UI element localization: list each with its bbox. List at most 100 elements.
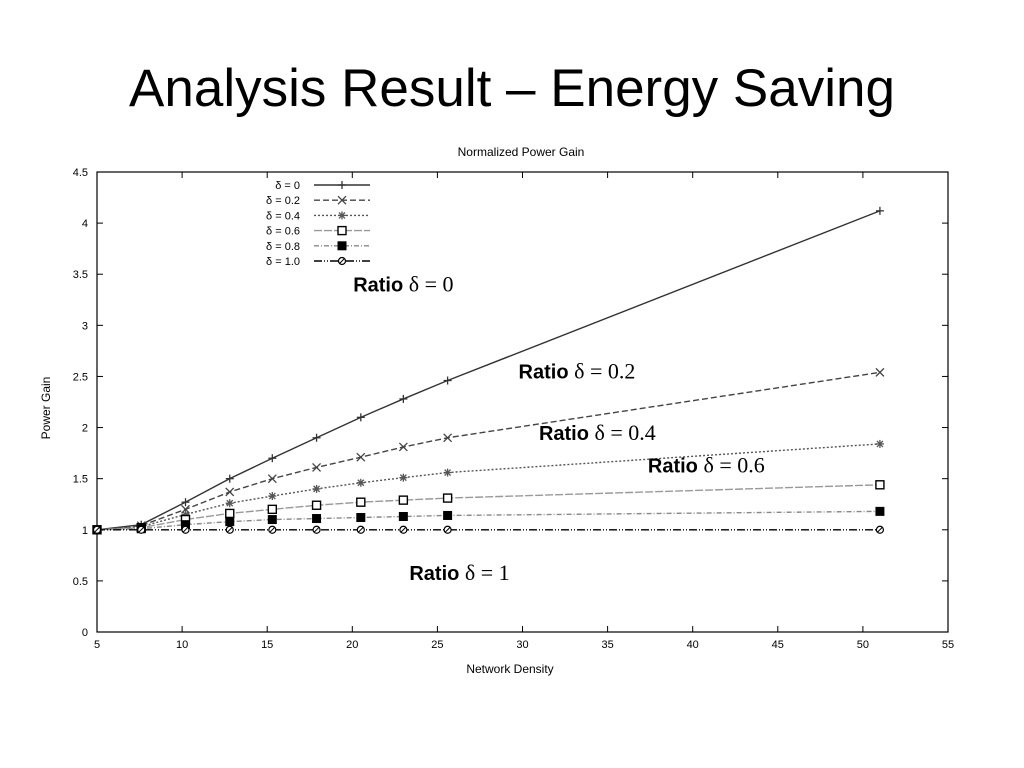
series-line-1 bbox=[96, 371, 881, 531]
legend-marker bbox=[338, 211, 346, 220]
y-tick-label: 4 bbox=[82, 218, 88, 230]
data-point bbox=[443, 525, 452, 534]
y-tick-label: 3.5 bbox=[73, 269, 88, 281]
data-point bbox=[443, 433, 453, 443]
x-tick-label: 50 bbox=[857, 639, 869, 651]
series-group bbox=[92, 206, 885, 535]
plot-frame bbox=[96, 171, 949, 633]
series-line-2 bbox=[96, 443, 880, 531]
legend: δ = 0 δ = 0.2 δ = 0.4 δ = 0.6 δ = 0.8 δ = 1.0 bbox=[266, 180, 370, 268]
data-point bbox=[225, 499, 234, 508]
series-line-3 bbox=[96, 484, 880, 531]
data-point bbox=[399, 525, 408, 534]
legend-marker bbox=[337, 241, 347, 251]
y-tick-label: 3 bbox=[82, 320, 88, 332]
ratio-annotation-label: Ratio bbox=[353, 275, 409, 297]
data-point bbox=[356, 513, 366, 523]
legend-label: δ = 0 bbox=[275, 180, 300, 192]
data-point bbox=[443, 510, 453, 520]
data-point bbox=[225, 525, 234, 534]
slide-title: Analysis Result – Energy Saving bbox=[129, 59, 895, 118]
y-tick-label: 0 bbox=[82, 627, 88, 639]
data-point bbox=[398, 511, 408, 521]
chart-title: Normalized Power Gain bbox=[458, 145, 585, 159]
data-point bbox=[181, 498, 190, 507]
y-tick-label: 1.5 bbox=[73, 474, 88, 486]
data-point bbox=[399, 394, 408, 403]
data-point bbox=[356, 497, 366, 507]
ratio-annotation-label: Ratio bbox=[539, 423, 595, 445]
data-point bbox=[268, 492, 277, 501]
legend-marker bbox=[338, 181, 346, 189]
x-tick-label: 25 bbox=[431, 639, 443, 651]
x-tick-label: 40 bbox=[687, 639, 699, 651]
data-point bbox=[398, 442, 408, 452]
ratio-annotation-math: δ = 0 bbox=[409, 272, 454, 297]
ratio-annotation: Ratio δ = 1 bbox=[409, 560, 509, 585]
series-line-0 bbox=[96, 210, 881, 531]
data-point bbox=[875, 206, 884, 215]
ratio-annotation: Ratio δ = 0.2 bbox=[519, 358, 636, 383]
legend-label: δ = 0.4 bbox=[266, 210, 300, 222]
data-point bbox=[311, 500, 322, 510]
legend-label: δ = 0.6 bbox=[266, 226, 300, 238]
ratio-annotation-math: δ = 0.6 bbox=[703, 453, 764, 478]
x-tick-label: 45 bbox=[772, 639, 784, 651]
ratio-annotation-math: δ = 0.2 bbox=[574, 358, 635, 383]
legend-marker bbox=[337, 256, 347, 266]
y-tick-label: 2.5 bbox=[73, 371, 88, 383]
data-point bbox=[875, 506, 885, 516]
x-tick-label: 55 bbox=[942, 639, 954, 651]
data-point bbox=[398, 495, 409, 505]
legend-marker bbox=[337, 195, 347, 205]
data-point bbox=[267, 474, 277, 484]
data-point bbox=[225, 517, 235, 527]
data-point bbox=[875, 439, 884, 448]
x-axis-label: Network Density bbox=[466, 662, 553, 676]
ratio-annotation: Ratio δ = 0.6 bbox=[648, 453, 765, 478]
ratio-annotation-label: Ratio bbox=[519, 361, 575, 383]
data-point bbox=[225, 508, 235, 519]
data-point bbox=[356, 452, 366, 462]
data-point bbox=[267, 504, 278, 515]
data-point bbox=[312, 525, 321, 534]
y-tick-label: 1 bbox=[82, 525, 88, 537]
x-tick-label: 20 bbox=[346, 639, 358, 651]
y-axis-label: Power Gain bbox=[39, 377, 53, 440]
data-point bbox=[225, 487, 235, 497]
y-tick-label: 0.5 bbox=[73, 576, 88, 588]
y-tick-label: 4.5 bbox=[73, 167, 88, 179]
data-point bbox=[312, 514, 322, 524]
data-point bbox=[399, 473, 408, 482]
legend-label: δ = 0.8 bbox=[266, 241, 300, 253]
ratio-annotation: Ratio δ = 0.4 bbox=[539, 420, 656, 445]
axis-ticks: 5 10 15 20 25 30 35 40 45 50 55 0 0.5 1 1.5 2 2.5 3 3.5 4 4.… bbox=[73, 167, 954, 651]
data-point bbox=[875, 525, 885, 534]
x-tick-label: 35 bbox=[601, 639, 613, 651]
ratio-annotation-label: Ratio bbox=[409, 563, 465, 585]
ratio-annotation-math: δ = 0.4 bbox=[595, 420, 656, 445]
y-tick-label: 2 bbox=[82, 423, 88, 435]
series-line-4 bbox=[96, 510, 880, 531]
data-point bbox=[443, 468, 452, 477]
legend-marker bbox=[337, 225, 347, 236]
data-point bbox=[356, 478, 365, 487]
legend-label: δ = 1.0 bbox=[266, 256, 300, 268]
data-point bbox=[312, 484, 321, 493]
data-point bbox=[267, 515, 277, 525]
legend-label: δ = 0.2 bbox=[266, 195, 300, 207]
ratio-annotation-math: δ = 1 bbox=[465, 560, 510, 585]
data-point bbox=[181, 525, 190, 534]
x-tick-label: 10 bbox=[176, 639, 188, 651]
data-point bbox=[312, 433, 321, 442]
data-point bbox=[92, 525, 102, 534]
ratio-annotation-label: Ratio bbox=[648, 456, 704, 478]
x-tick-label: 5 bbox=[94, 639, 100, 651]
ratio-annotation: Ratio δ = 0 bbox=[353, 272, 453, 297]
data-point bbox=[356, 413, 365, 422]
data-point bbox=[137, 525, 146, 534]
data-point bbox=[356, 525, 365, 534]
data-point bbox=[875, 480, 885, 490]
